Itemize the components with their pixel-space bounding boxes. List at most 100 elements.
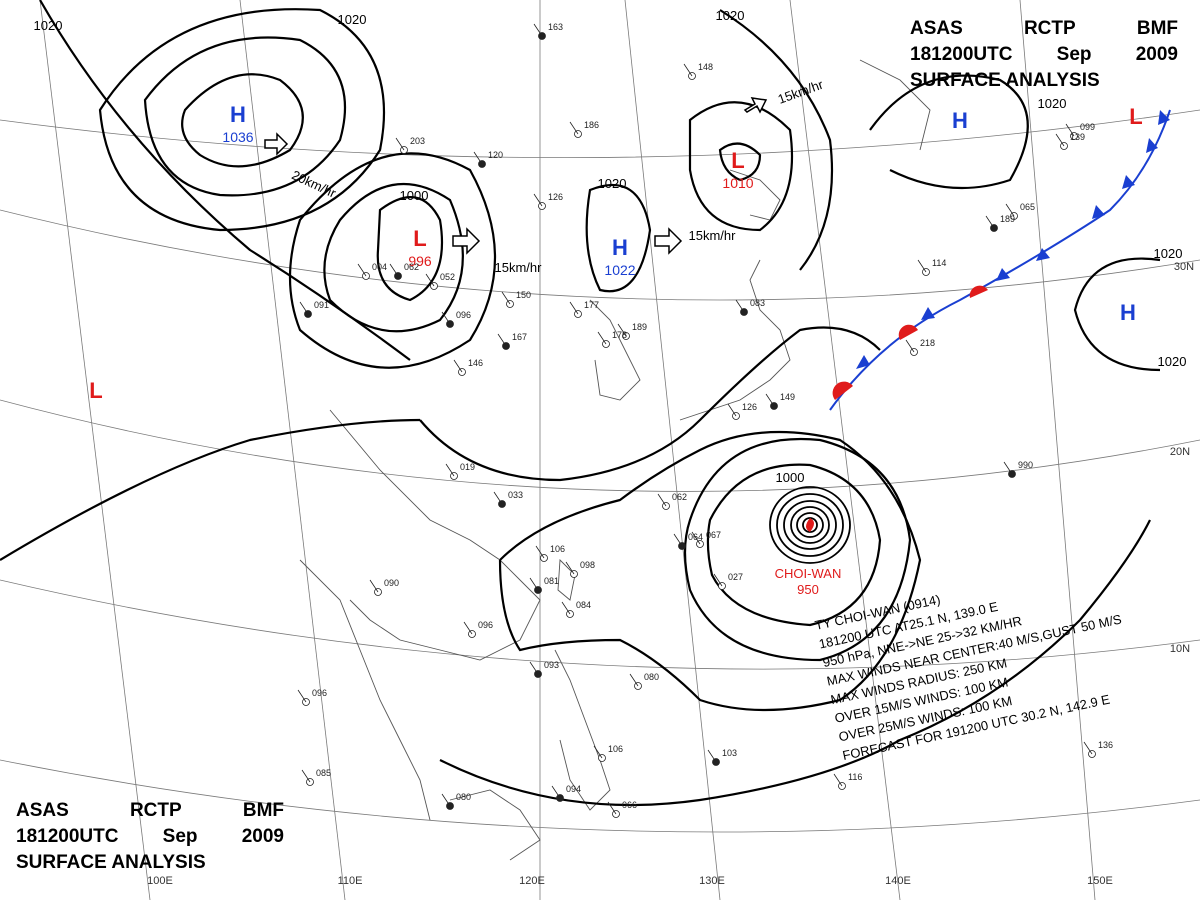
station-pressure-value: 084	[576, 600, 591, 610]
header-line-2: 181200UTC Sep 2009	[16, 824, 284, 850]
station-plot: 066	[607, 800, 637, 818]
isobar-high-3	[98, 8, 386, 232]
wind-barb	[569, 301, 579, 315]
wind-barb	[493, 491, 503, 505]
header-station: RCTP	[129, 800, 182, 821]
station-pressure-value: 096	[312, 688, 327, 698]
station-pressure-value: 066	[622, 800, 637, 810]
station-plot: 103	[707, 748, 737, 766]
front-cold-pip	[1036, 248, 1050, 261]
coast-korea	[589, 299, 641, 401]
system-letter: H	[612, 235, 628, 260]
isobars	[0, 0, 1161, 807]
station-pressure-value: 148	[698, 62, 713, 72]
wind-barb	[727, 403, 737, 417]
wind-barb	[299, 301, 309, 315]
typhoon-ring	[796, 512, 824, 538]
station-pressure-value: 167	[512, 332, 527, 342]
front-cold-pip	[996, 268, 1010, 281]
typhoon-1000	[706, 463, 882, 627]
pressure-system-high: H 1036	[222, 102, 253, 145]
isobar-s-loop	[498, 430, 922, 712]
station-plot: 189	[617, 322, 647, 340]
coastlines	[299, 59, 931, 861]
pressure-system-low: L 1010	[722, 148, 753, 191]
header-month: Sep	[1056, 44, 1092, 65]
wind-barb	[629, 673, 639, 687]
header-title: SURFACE ANALYSIS	[16, 852, 206, 873]
station-pressure-value: 178	[612, 330, 627, 340]
station-pressure-value: 203	[410, 136, 425, 146]
header-month: Sep	[162, 826, 198, 847]
station-plot: 106	[593, 744, 623, 762]
station-plot: 080	[629, 672, 659, 690]
station-plot: 033	[493, 490, 523, 508]
station-plot: 150	[501, 290, 531, 308]
station-pressure-value: 033	[508, 490, 523, 500]
system-letter: H	[952, 108, 968, 133]
system-letter: H	[230, 102, 246, 127]
motion-speed-label: 15km/hr	[776, 76, 826, 106]
station-plot: 139	[1055, 132, 1085, 150]
station-plot: 149	[765, 392, 795, 410]
grid-label-layer: 100E 110E 120E 130E 140E 150E 30N 20N 10N	[147, 261, 1194, 887]
wind-barb	[593, 745, 603, 759]
station-pressure-value: 189	[1000, 214, 1015, 224]
station-pressure-value: 136	[1098, 740, 1113, 750]
isobar-label: 1020	[716, 8, 745, 23]
pressure-system-high: H	[952, 108, 968, 133]
station-plot: 090	[369, 578, 399, 596]
wind-barb	[657, 493, 667, 507]
station-plot: 085	[301, 768, 331, 786]
station-pressure-value: 090	[384, 578, 399, 588]
isobar-low-ne-2	[688, 101, 794, 232]
isobar-low-outer	[288, 152, 497, 369]
station-pressure-value: 114	[932, 258, 946, 268]
isobar-1010-low	[718, 142, 762, 182]
typhoon-outer	[683, 437, 912, 662]
typhoon-info-block: TY CHOI-WAN (0914)181200 UTC AT25.1 N, 1…	[814, 592, 1124, 763]
station-plot: 019	[445, 462, 475, 480]
system-pressure-value: 1036	[222, 129, 253, 145]
station-plot: 189	[985, 214, 1015, 232]
longitude-label: 140E	[885, 875, 911, 887]
wind-barb	[535, 545, 545, 559]
isobar-label: 1020	[1158, 354, 1187, 369]
motion-speed-label: 15km/hr	[495, 260, 543, 275]
station-plot: 136	[1083, 740, 1113, 758]
isobar-nh-east	[869, 74, 1029, 190]
station-plot: 067	[691, 530, 721, 548]
isobar-label: 1000	[400, 188, 429, 203]
longitude-label: 110E	[338, 875, 363, 887]
longitude-line-110e	[239, 0, 346, 900]
system-pressure-value: 996	[408, 253, 432, 269]
system-letter: L	[89, 378, 102, 403]
pressure-system-low: L 996	[408, 226, 432, 269]
station-plot: 203	[395, 136, 425, 154]
longitude-label: 100E	[147, 875, 173, 887]
system-pressure-value: 1010	[722, 175, 753, 191]
station-plot: 094	[551, 784, 581, 802]
motion-arrow-icon	[743, 97, 768, 114]
station-plot: 096	[463, 620, 493, 638]
station-pressure-value: 177	[584, 300, 599, 310]
motion-speed-label: 15km/hr	[689, 228, 737, 243]
longitude-label: 130E	[699, 875, 725, 887]
pressure-system-low: L	[89, 378, 102, 403]
isobar-south	[439, 519, 1151, 807]
isobar-1022-high	[585, 183, 652, 293]
station-pressure-value: 149	[780, 392, 795, 402]
pressure-system-high: H 1022	[604, 235, 635, 278]
station-pressure-value: 218	[920, 338, 935, 348]
station-plot: 065	[1005, 202, 1035, 220]
system-letter: L	[1129, 104, 1142, 129]
coast-japan	[679, 259, 791, 421]
station-pressure-value: 080	[644, 672, 659, 682]
wind-barb	[707, 749, 717, 763]
latitude-label: 20N	[1170, 446, 1190, 458]
wind-barb	[389, 263, 399, 277]
coast-taiwan	[557, 558, 576, 601]
wind-barb	[453, 359, 463, 373]
station-pressure-value: 150	[516, 290, 531, 300]
